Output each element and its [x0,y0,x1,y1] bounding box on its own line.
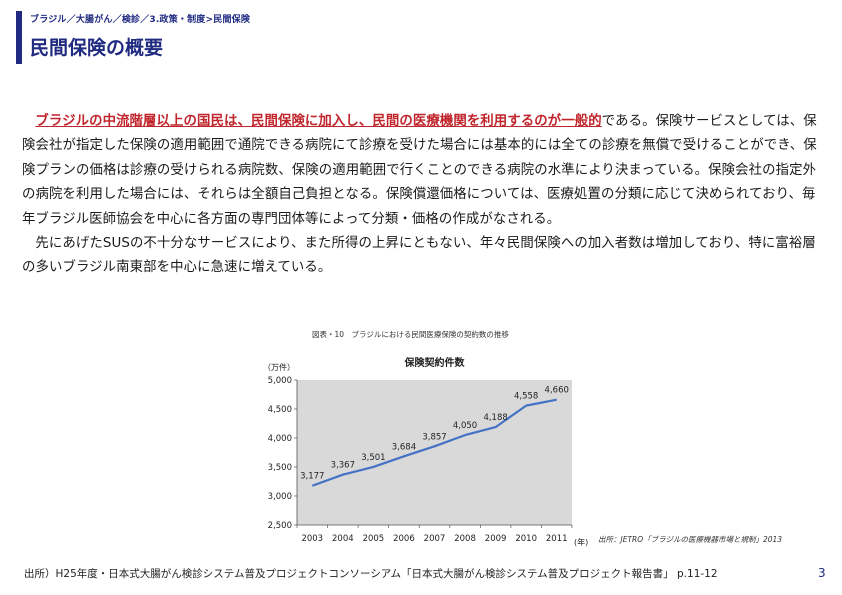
y-tick-label: 4,500 [268,405,292,415]
y-tick-label: 2,500 [268,521,292,531]
chart-source: 出所：JETRO「ブラジルの医療機器市場と規制」2013 [598,535,783,544]
body-text: ブラジルの中流階層以上の国民は、民間保険に加入し、民間の医療機関を利用するのが一… [22,110,822,281]
page-title: 民間保険の概要 [30,37,164,59]
y-axis-label: （万件） [263,362,295,372]
chart-caption: 図表・10 ブラジルにおける民間医療保険の契約数の推移 [312,330,509,339]
page-number: 3 [818,566,826,580]
x-tick-label: 2011 [546,534,568,544]
y-tick-label: 5,000 [268,376,292,386]
insurance-contracts-chart: 保険契約件数 （万件） 2,500 3,000 3,500 4,000 4,500 5,000… [263,356,588,547]
x-tick-label: 2006 [393,534,415,544]
paragraph-1-rest: である。保険サービスとしては、保険会社が指定した保険の適用範囲で通院できる病院に… [22,114,817,227]
data-label: 3,501 [361,453,385,463]
paragraph-2: 先にあげたSUSの不十分なサービスにより、また所得の上昇にともない、年々民間保険… [22,236,816,276]
data-label: 4,050 [453,421,477,431]
plot-area [297,380,572,525]
x-tick-label: 2005 [363,534,385,544]
x-tick-label: 2004 [332,534,354,544]
footer-source: 出所）H25年度・日本式大腸がん検診システム普及プロジェクトコンソーシアム「日本… [24,568,718,580]
breadcrumb: ブラジル／大腸がん／検診／3.政策・制度>民間保険 [30,15,251,25]
x-tick-label: 2010 [515,534,537,544]
chart-title: 保険契約件数 [404,356,466,369]
data-label: 4,660 [545,386,569,396]
highlight-statement: ブラジルの中流階層以上の国民は、民間保険に加入し、民間の医療機関を利用するのが一… [35,114,602,129]
y-tick-label: 3,000 [268,492,292,502]
data-label: 3,857 [422,432,446,442]
y-tick-label: 3,500 [268,463,292,473]
y-tick-label: 4,000 [268,434,292,444]
data-label: 4,188 [483,413,507,423]
data-label: 3,177 [300,472,324,482]
title-accent-bar [16,11,22,64]
data-label: 3,367 [331,461,355,471]
x-tick-label: 2003 [301,534,323,544]
data-label: 4,558 [514,392,538,402]
x-axis-label: (年) [574,537,588,547]
paragraph-1: ブラジルの中流階層以上の国民は、民間保険に加入し、民間の医療機関を利用するのが一… [22,110,822,232]
data-label: 3,684 [392,442,416,452]
x-tick-label: 2008 [454,534,476,544]
x-tick-label: 2007 [424,534,446,544]
x-tick-label: 2009 [485,534,507,544]
